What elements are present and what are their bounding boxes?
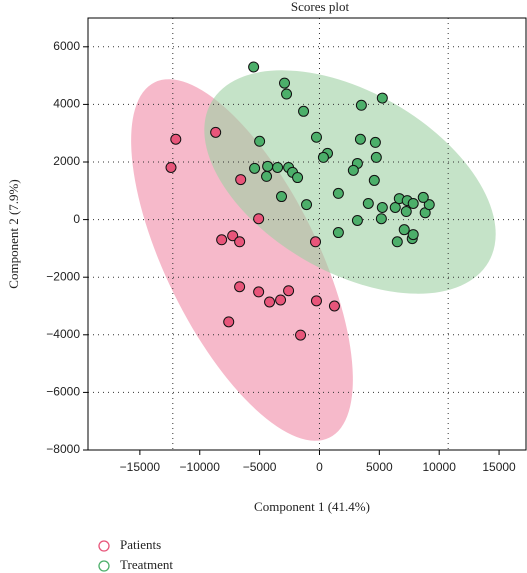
x-tick-label: −10000 xyxy=(180,460,221,474)
point xyxy=(310,236,322,248)
point xyxy=(234,236,246,248)
x-tick-label: 5000 xyxy=(366,460,393,474)
point xyxy=(253,213,265,225)
point xyxy=(375,213,387,225)
point xyxy=(235,174,247,186)
point xyxy=(376,92,388,104)
point xyxy=(276,191,288,203)
y-tick-label: 0 xyxy=(73,212,80,226)
point xyxy=(301,199,313,211)
point xyxy=(254,135,266,147)
point xyxy=(283,285,295,297)
point xyxy=(398,224,410,236)
point xyxy=(417,191,429,203)
point xyxy=(249,162,261,174)
point xyxy=(272,161,284,173)
point xyxy=(355,99,367,111)
point xyxy=(391,236,403,248)
point xyxy=(310,131,322,143)
point xyxy=(407,197,419,209)
point xyxy=(279,77,291,89)
point xyxy=(275,294,287,306)
plot-frame xyxy=(87,17,527,451)
legend-marker xyxy=(98,540,110,552)
point xyxy=(332,227,344,239)
x-tick-label: −15000 xyxy=(120,460,161,474)
point xyxy=(351,214,363,226)
patients-ellipse xyxy=(131,79,353,441)
x-tick-label: 0 xyxy=(316,460,323,474)
point xyxy=(262,160,274,172)
chart-title: Scores plot xyxy=(291,0,350,14)
point xyxy=(227,230,239,242)
point xyxy=(210,126,222,138)
point xyxy=(295,329,307,341)
y-tick-label: −8000 xyxy=(46,442,80,456)
y-tick-label: −6000 xyxy=(46,385,80,399)
point xyxy=(354,133,366,145)
point xyxy=(292,172,304,184)
point xyxy=(317,151,329,163)
x-axis-label: Component 1 (41.4%) xyxy=(254,499,370,514)
legend-label: Patients xyxy=(120,537,161,552)
point xyxy=(376,202,388,214)
point xyxy=(389,202,401,214)
point xyxy=(170,133,182,145)
y-tick-label: 4000 xyxy=(53,97,80,111)
point xyxy=(370,151,382,163)
point xyxy=(261,170,273,182)
x-tick-label: −5000 xyxy=(243,460,277,474)
point xyxy=(332,187,344,199)
point xyxy=(328,300,340,312)
point xyxy=(281,88,293,100)
point xyxy=(423,199,435,211)
x-tick-label: 10000 xyxy=(423,460,457,474)
x-tick-label: 15000 xyxy=(482,460,516,474)
y-tick-label: 6000 xyxy=(53,39,80,53)
point xyxy=(248,61,260,73)
point xyxy=(369,136,381,148)
y-axis-label: Component 2 (7.9%) xyxy=(6,179,21,288)
point xyxy=(223,316,235,328)
point xyxy=(253,286,265,298)
point xyxy=(216,234,228,246)
y-tick-label: −2000 xyxy=(46,269,80,283)
point xyxy=(368,174,380,186)
y-tick-label: −4000 xyxy=(46,327,80,341)
point xyxy=(165,161,177,173)
point xyxy=(234,281,246,293)
y-tick-label: 2000 xyxy=(53,154,80,168)
point xyxy=(264,296,276,308)
point xyxy=(407,229,419,241)
point xyxy=(310,295,322,307)
legend-label: Treatment xyxy=(120,557,173,572)
treatment-ellipse xyxy=(204,70,496,294)
legend-marker xyxy=(98,560,110,572)
point xyxy=(298,105,310,117)
point xyxy=(400,206,412,218)
point xyxy=(362,197,374,209)
point xyxy=(347,164,359,176)
